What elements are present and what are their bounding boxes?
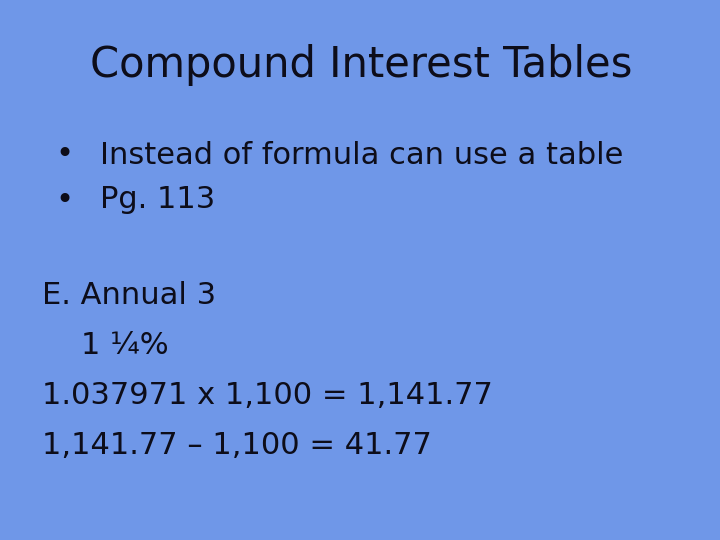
Text: •: • [55,140,73,170]
Text: Compound Interest Tables: Compound Interest Tables [90,44,632,86]
Text: E. Annual 3: E. Annual 3 [42,280,216,309]
Text: •: • [55,186,73,214]
Text: 1.037971 x 1,100 = 1,141.77: 1.037971 x 1,100 = 1,141.77 [42,381,493,409]
Text: Pg. 113: Pg. 113 [100,186,215,214]
Text: 1 ¼%: 1 ¼% [42,330,168,360]
Text: Instead of formula can use a table: Instead of formula can use a table [100,140,624,170]
Text: 1,141.77 – 1,100 = 41.77: 1,141.77 – 1,100 = 41.77 [42,430,432,460]
